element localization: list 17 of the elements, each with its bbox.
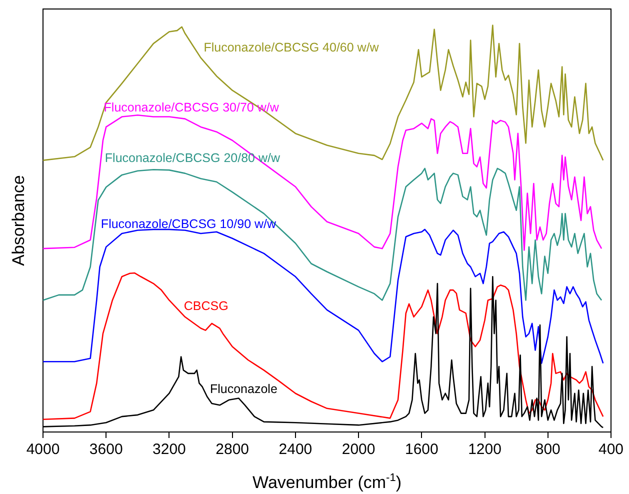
x-tick-label: 2800	[216, 441, 250, 458]
x-tick-label: 3200	[152, 441, 186, 458]
series-label: Fluconazole/CBCSG 10/90 w/w	[100, 217, 277, 232]
x-tick-label: 3600	[89, 441, 123, 458]
series-label: Fluconazole/CBCSG 20/80 w/w	[104, 151, 281, 166]
series-label: Fluconazole/CBCSG 40/60 w/w	[204, 40, 380, 54]
x-tick-label: 1600	[404, 441, 438, 458]
x-tick-label: 4000	[26, 441, 60, 458]
x-tick-label: 2400	[278, 441, 312, 458]
series-label: Fluconazole/CBCSG 30/70 w/w	[104, 100, 280, 114]
x-tick-label: 400	[598, 441, 624, 458]
y-axis-title: Absorbance	[9, 175, 28, 266]
x-tick-label: 800	[535, 441, 560, 458]
series-label: CBCSG	[184, 299, 228, 314]
series-label: Fluconazole	[210, 382, 278, 396]
x-tick-label: 2000	[342, 441, 376, 458]
x-tick-label: 1200	[468, 441, 502, 458]
